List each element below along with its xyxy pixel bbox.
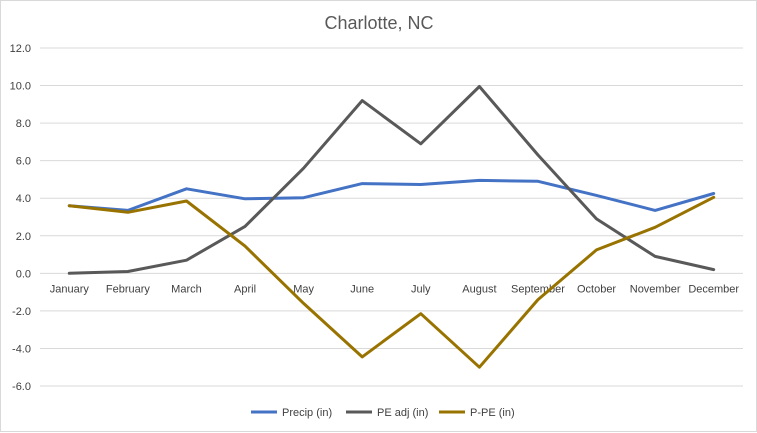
chart-title: Charlotte, NC	[324, 13, 433, 33]
x-tick-label: February	[106, 283, 151, 295]
y-tick-label: -2.0	[12, 306, 31, 318]
x-tick-label: April	[234, 283, 256, 295]
y-tick-label: 8.0	[16, 118, 31, 130]
x-tick-label: July	[411, 283, 431, 295]
series-line-1	[67, 178, 716, 212]
y-axis-ticks: -6.0 -4.0 -2.0 0.0 2.0 4.0 6.0 8.0 10.0 12.0	[10, 43, 31, 393]
x-tick-label: November	[630, 283, 681, 295]
series-lines	[67, 85, 716, 369]
legend-label: P-PE (in)	[470, 407, 515, 419]
y-tick-label: 10.0	[10, 81, 31, 93]
series-line-2	[67, 85, 716, 275]
y-tick-label: 2.0	[16, 231, 31, 243]
x-tick-label: June	[350, 283, 374, 295]
x-tick-label: May	[293, 283, 314, 295]
y-tick-label: -6.0	[12, 381, 31, 393]
series-line-3	[67, 195, 716, 369]
legend: Precip (in) PE adj (in) P-PE (in)	[251, 407, 515, 419]
x-tick-label: October	[577, 283, 616, 295]
legend-label: PE adj (in)	[377, 407, 428, 419]
x-tick-label: March	[171, 283, 202, 295]
y-tick-label: 0.0	[16, 268, 31, 280]
y-tick-label: 12.0	[10, 43, 31, 55]
x-tick-label: August	[462, 283, 496, 295]
y-tick-label: 6.0	[16, 156, 31, 168]
x-tick-label: January	[50, 283, 90, 295]
x-axis-ticks: January February March April May June July Augu…	[50, 283, 740, 295]
y-tick-label: 4.0	[16, 193, 31, 205]
legend-label: Precip (in)	[282, 407, 332, 419]
y-tick-label: -4.0	[12, 343, 31, 355]
x-tick-label: December	[688, 283, 739, 295]
